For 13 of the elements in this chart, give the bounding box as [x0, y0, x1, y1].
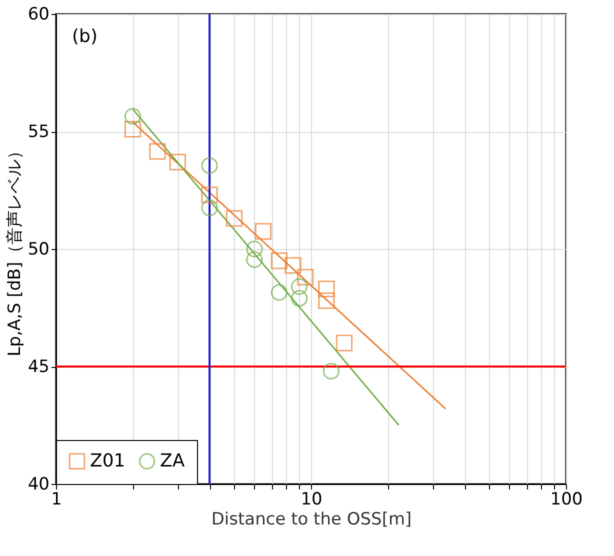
y-tick-label: 40	[28, 474, 50, 494]
y-tick-label: 45	[28, 357, 50, 377]
y-tick-label: 60	[28, 4, 50, 24]
annotation: (b)	[72, 26, 98, 47]
y-tick-label: 50	[28, 240, 50, 260]
y-tick-label: 55	[28, 122, 50, 142]
y-axis-title: Lp,A,S [dB]（音声レベル）	[4, 142, 25, 356]
x-tick-label: 10	[300, 490, 322, 510]
x-tick-label: 1	[51, 490, 62, 510]
x-tick-label: 100	[550, 490, 583, 510]
legend-label: Z01	[90, 450, 126, 472]
legend-label: ZA	[160, 450, 186, 472]
x-axis-title: Distance to the OSS[m]	[211, 510, 412, 530]
